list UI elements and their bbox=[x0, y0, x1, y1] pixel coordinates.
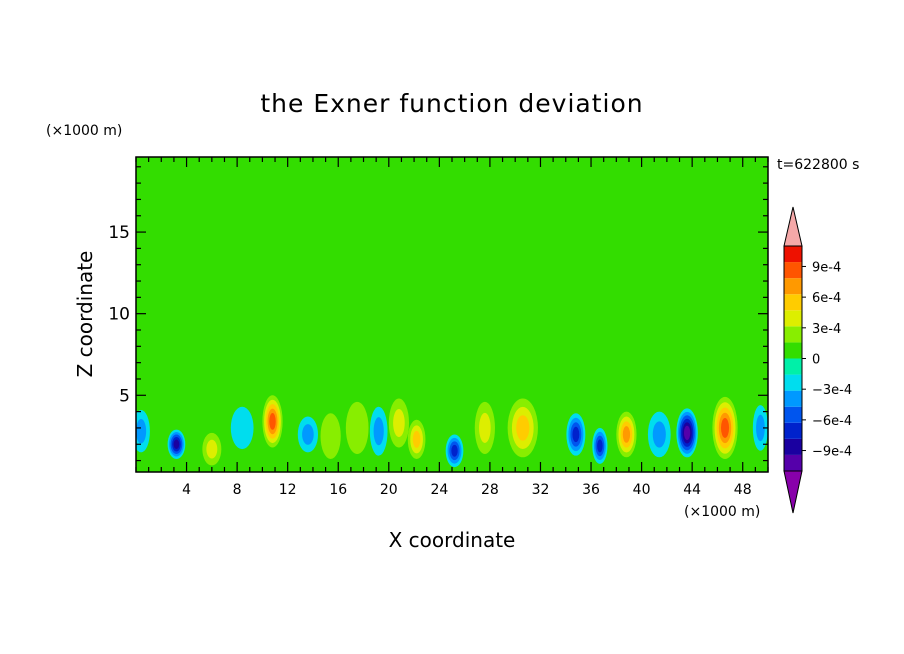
colorbar-band bbox=[784, 406, 802, 423]
x-tick-label: 28 bbox=[481, 482, 499, 498]
x-tick-label: 8 bbox=[233, 482, 242, 498]
x-tick-label: 12 bbox=[279, 482, 297, 498]
contour-cell-14 bbox=[507, 398, 538, 458]
colorbar-min-arrow bbox=[783, 470, 803, 514]
colorbar-band bbox=[784, 454, 802, 471]
y-tick-label: 5 bbox=[119, 386, 130, 406]
contour-cell-8 bbox=[345, 401, 369, 455]
y-tick-label: 10 bbox=[108, 305, 130, 325]
colorbar-band bbox=[784, 310, 802, 327]
colorbar-tick-label: −9e-4 bbox=[812, 445, 852, 460]
contour-cell-3 bbox=[202, 432, 222, 466]
colorbar-tick-label: 6e-4 bbox=[812, 291, 841, 306]
contour-cell-18 bbox=[647, 411, 671, 458]
contour-cell-19 bbox=[676, 408, 698, 458]
contour-cell-15 bbox=[566, 413, 586, 456]
contour-cell-12 bbox=[445, 434, 464, 468]
chart-title: the Exner function deviation bbox=[260, 89, 643, 118]
x-tick-label: 32 bbox=[532, 482, 550, 498]
field-background bbox=[136, 157, 768, 472]
contour-cell-11 bbox=[407, 419, 426, 459]
contour-cell-10 bbox=[388, 398, 410, 448]
colorbar bbox=[783, 206, 803, 514]
colorbar-band bbox=[784, 422, 802, 439]
contour-cell-5 bbox=[262, 395, 283, 448]
x-tick-label: 4 bbox=[182, 482, 191, 498]
y-tick-labels: 5 10 15 bbox=[108, 223, 130, 406]
colorbar-band bbox=[784, 390, 802, 407]
contour-cell-4 bbox=[230, 406, 254, 450]
contour-cell-20 bbox=[712, 396, 738, 459]
x-tick-label: 36 bbox=[582, 482, 600, 498]
colorbar-band bbox=[784, 342, 802, 359]
contour-cell-13 bbox=[474, 401, 495, 455]
colorbar-tick-label: 3e-4 bbox=[812, 322, 841, 337]
contour-cell-2 bbox=[167, 429, 186, 459]
colorbar-band bbox=[784, 278, 802, 295]
colorbar-band bbox=[784, 246, 802, 263]
contour-cell-7 bbox=[320, 413, 341, 459]
contour-field bbox=[136, 157, 768, 472]
colorbar-band bbox=[784, 326, 802, 343]
colorbar-tick-label: −3e-4 bbox=[812, 383, 852, 398]
contour-cell-17 bbox=[616, 411, 637, 458]
colorbar-band bbox=[784, 358, 802, 375]
colorbar-max-arrow bbox=[783, 206, 803, 247]
contour-cell-21 bbox=[752, 405, 768, 451]
x-tick-label: 48 bbox=[734, 482, 752, 498]
colorbar-tick-label: 0 bbox=[812, 353, 820, 368]
y-tick-label: 15 bbox=[108, 223, 130, 243]
axis-ticks bbox=[135, 157, 769, 472]
x-tick-label: 24 bbox=[430, 482, 448, 498]
x-axis-label: X coordinate bbox=[389, 528, 516, 552]
x-tick-label: 20 bbox=[380, 482, 398, 498]
x-tick-labels: 4 8 12 16 20 24 28 32 36 40 44 48 bbox=[182, 482, 752, 498]
colorbar-band bbox=[784, 374, 802, 391]
contour-cell-9 bbox=[369, 406, 388, 456]
colorbar-band bbox=[784, 294, 802, 311]
y-axis-label: Z coordinate bbox=[73, 251, 97, 378]
x-tick-label: 16 bbox=[329, 482, 347, 498]
colorbar-band bbox=[784, 262, 802, 279]
time-label: t=622800 s bbox=[777, 157, 859, 173]
colorbar-tick-label: 9e-4 bbox=[812, 260, 841, 275]
x-tick-label: 44 bbox=[683, 482, 701, 498]
contour-cell-16 bbox=[592, 427, 608, 464]
y-unit-label: (×1000 m) bbox=[46, 123, 122, 139]
x-unit-label: (×1000 m) bbox=[684, 504, 760, 520]
contour-cell-1 bbox=[136, 409, 150, 453]
colorbar-tick-label: −6e-4 bbox=[812, 414, 852, 429]
colorbar-ticks: 9e-4 6e-4 3e-4 0 −3e-4 −6e-4 −9e-4 bbox=[802, 260, 852, 460]
colorbar-band bbox=[784, 438, 802, 455]
x-tick-label: 40 bbox=[633, 482, 651, 498]
contour-cell-6 bbox=[297, 416, 319, 453]
